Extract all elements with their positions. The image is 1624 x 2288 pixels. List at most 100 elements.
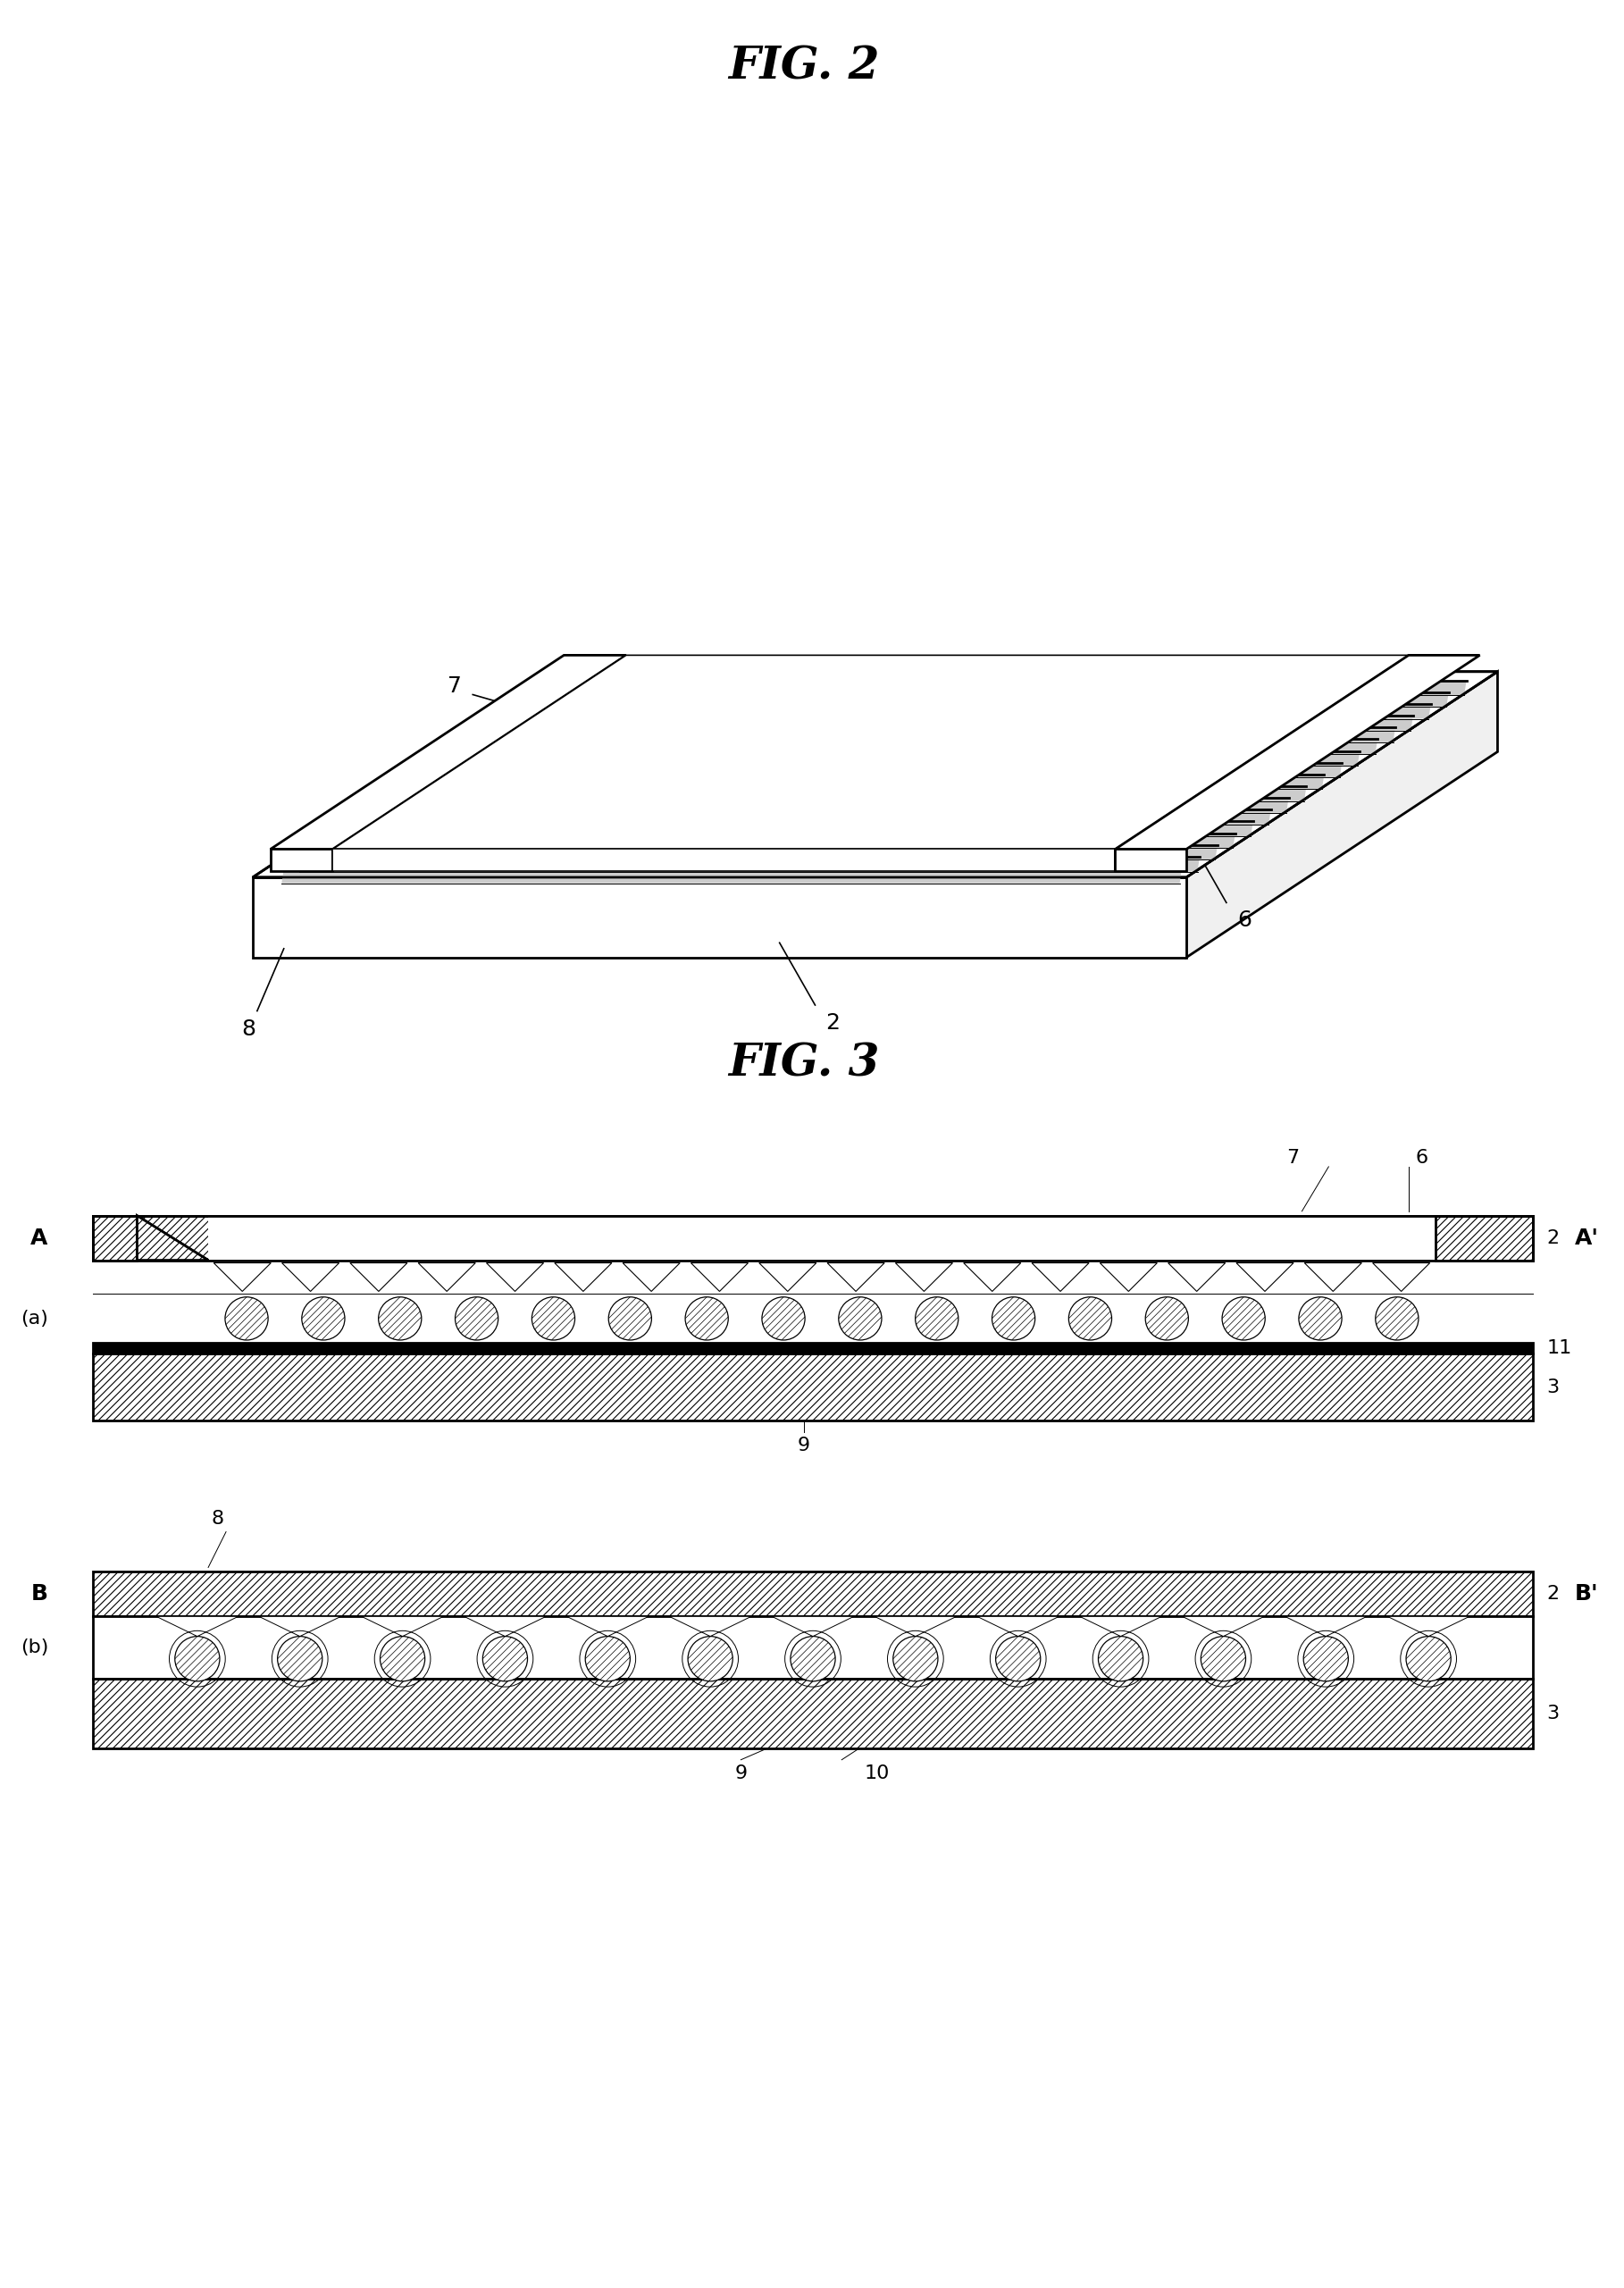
Polygon shape [1285, 1615, 1367, 1636]
Polygon shape [549, 693, 1449, 707]
Polygon shape [317, 844, 1218, 860]
Polygon shape [554, 1263, 612, 1290]
Polygon shape [281, 869, 1182, 883]
Text: 2: 2 [1546, 1229, 1559, 1247]
Polygon shape [1080, 1615, 1161, 1636]
Polygon shape [771, 1615, 854, 1636]
Text: 2: 2 [825, 1011, 840, 1034]
Circle shape [1376, 1297, 1418, 1341]
Text: FIG. 2: FIG. 2 [728, 46, 880, 89]
Circle shape [609, 1297, 651, 1341]
Circle shape [791, 1636, 835, 1682]
Text: 2: 2 [1546, 1586, 1559, 1604]
Text: 8: 8 [211, 1510, 224, 1528]
Circle shape [226, 1297, 268, 1341]
Text: B': B' [1575, 1583, 1598, 1604]
Polygon shape [495, 728, 1395, 741]
Circle shape [1299, 1297, 1341, 1341]
Polygon shape [351, 1263, 408, 1290]
Text: 8: 8 [240, 1018, 255, 1039]
Polygon shape [531, 705, 1431, 718]
Text: 11: 11 [1546, 1338, 1572, 1357]
Bar [208, 1215, 1436, 1261]
Polygon shape [895, 1263, 953, 1290]
Polygon shape [1304, 1263, 1361, 1290]
Polygon shape [622, 1263, 680, 1290]
Polygon shape [352, 821, 1254, 837]
Text: 7: 7 [1286, 1149, 1299, 1167]
Circle shape [689, 1636, 732, 1682]
Polygon shape [388, 799, 1288, 812]
Polygon shape [567, 1615, 648, 1636]
Polygon shape [464, 1615, 546, 1636]
Polygon shape [513, 716, 1413, 730]
Circle shape [893, 1636, 939, 1682]
Circle shape [278, 1636, 322, 1682]
Polygon shape [567, 680, 1466, 696]
Polygon shape [1099, 1263, 1158, 1290]
Text: A': A' [1574, 1226, 1598, 1249]
Polygon shape [486, 1263, 544, 1290]
Bar [93, 1295, 1533, 1343]
Circle shape [378, 1297, 422, 1341]
Polygon shape [827, 1263, 885, 1290]
Text: 9: 9 [797, 1437, 810, 1455]
Bar [93, 1343, 1533, 1354]
Polygon shape [333, 654, 1408, 849]
Circle shape [996, 1636, 1041, 1682]
Polygon shape [299, 856, 1200, 872]
Polygon shape [271, 654, 627, 849]
Polygon shape [1116, 654, 1479, 849]
Polygon shape [136, 1215, 208, 1261]
Polygon shape [333, 849, 1116, 872]
Circle shape [1098, 1636, 1143, 1682]
Polygon shape [460, 750, 1359, 766]
Polygon shape [258, 1615, 341, 1636]
Circle shape [302, 1297, 344, 1341]
Circle shape [1145, 1297, 1189, 1341]
Circle shape [455, 1297, 499, 1341]
Circle shape [175, 1636, 219, 1682]
Polygon shape [370, 810, 1272, 824]
Text: (a): (a) [21, 1309, 49, 1327]
Text: (b): (b) [21, 1638, 49, 1657]
Circle shape [1069, 1297, 1112, 1341]
Polygon shape [1372, 1263, 1429, 1290]
Polygon shape [1387, 1615, 1470, 1636]
Text: 9: 9 [734, 1764, 747, 1782]
Text: 6: 6 [1416, 1149, 1427, 1167]
Bar [93, 1615, 1533, 1679]
Circle shape [1406, 1636, 1450, 1682]
Polygon shape [874, 1615, 957, 1636]
Polygon shape [406, 787, 1306, 801]
Bar [93, 1215, 1533, 1261]
Polygon shape [271, 849, 333, 872]
Polygon shape [1116, 849, 1187, 872]
Bar [93, 1354, 1533, 1421]
Bar [93, 1679, 1533, 1748]
Text: 3: 3 [1546, 1705, 1559, 1723]
Polygon shape [758, 1263, 817, 1290]
Polygon shape [442, 762, 1341, 778]
Circle shape [762, 1297, 806, 1341]
Polygon shape [214, 1263, 271, 1290]
Polygon shape [1168, 1263, 1226, 1290]
Circle shape [1304, 1636, 1348, 1682]
Polygon shape [253, 876, 1187, 956]
Polygon shape [669, 1615, 752, 1636]
Bar [93, 1615, 1533, 1679]
Circle shape [838, 1297, 882, 1341]
Circle shape [1200, 1636, 1246, 1682]
Text: 10: 10 [864, 1764, 890, 1782]
Circle shape [380, 1636, 425, 1682]
Text: 6: 6 [1237, 911, 1252, 931]
Circle shape [585, 1636, 630, 1682]
Polygon shape [253, 673, 1497, 876]
Text: FIG. 3: FIG. 3 [728, 1043, 880, 1087]
Text: 7: 7 [448, 675, 463, 696]
Polygon shape [1031, 1263, 1090, 1290]
Bar [93, 1261, 1533, 1295]
Circle shape [531, 1297, 575, 1341]
Circle shape [992, 1297, 1034, 1341]
Polygon shape [963, 1263, 1021, 1290]
